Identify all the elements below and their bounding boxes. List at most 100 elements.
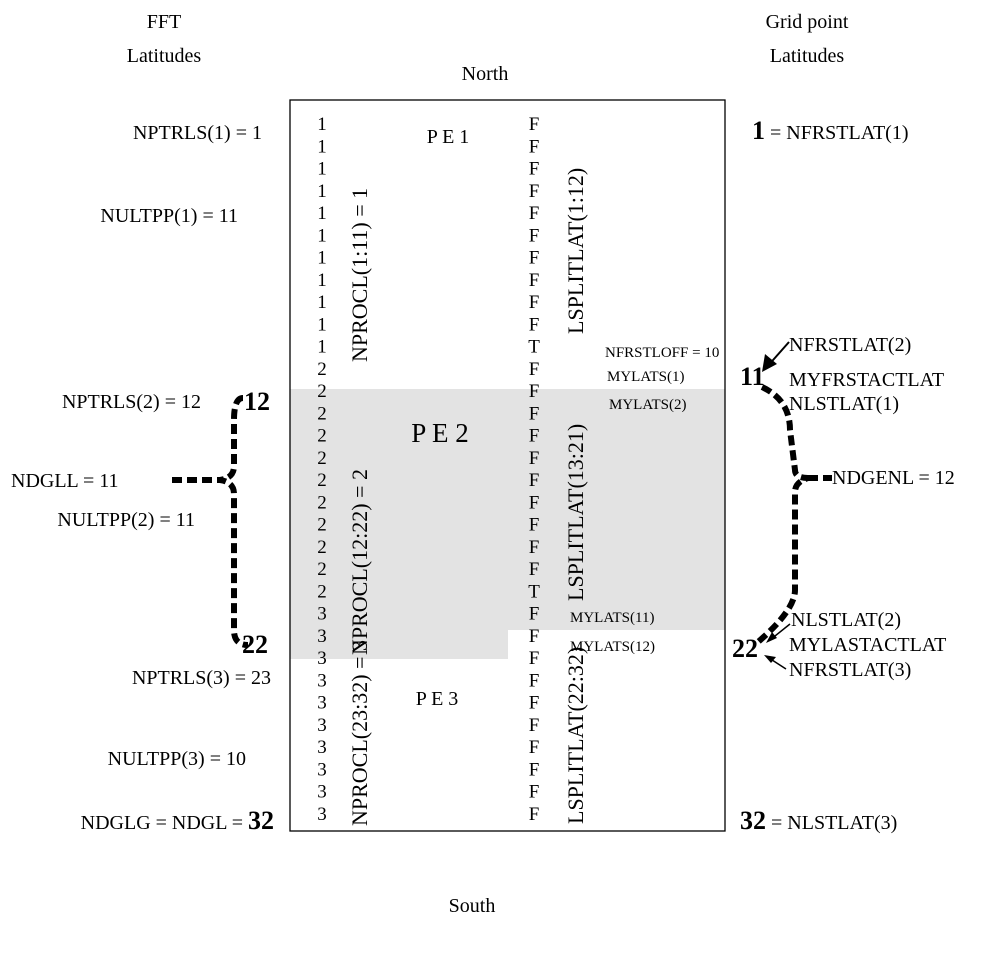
lsplitlat-value: F — [529, 181, 540, 202]
lsplitlat-value: F — [529, 693, 540, 714]
nprocl-value: 2 — [317, 426, 327, 447]
mylats12-label: MYLATS(12) — [570, 639, 655, 655]
lsplitlat-value: F — [529, 114, 540, 135]
lsplitlat-value: F — [529, 648, 540, 669]
lsplitlat-value: F — [529, 225, 540, 246]
nfrstlat3-label: NFRSTLAT(3) — [789, 659, 911, 681]
brace-top-value: 12 — [244, 387, 270, 416]
nprocl-value: 1 — [317, 225, 327, 246]
lsplitlat-value: F — [529, 737, 540, 758]
nptrls1-label: NPTRLS(1) = 1 — [133, 122, 262, 144]
nprocl-value: 1 — [317, 181, 327, 202]
nprocl-value: 3 — [317, 715, 327, 736]
nlstlat1-label: NLSTLAT(1) — [789, 393, 899, 415]
lsplitlat-value: T — [528, 337, 540, 358]
nprocl-value: 2 — [317, 537, 327, 558]
nprocl-label-pe3: NPROCL(23:32) = 3 — [347, 640, 372, 826]
nprocl-value: 2 — [317, 381, 327, 402]
arrow-nfrstlat3 — [764, 655, 787, 670]
mylats11-label: MYLATS(11) — [570, 610, 654, 626]
nprocl-value: 3 — [317, 759, 327, 780]
nprocl-value: 1 — [317, 292, 327, 313]
nprocl-value: 1 — [317, 270, 327, 291]
fft-header-line2: Latitudes — [127, 45, 202, 67]
lsplitlat-label-pe1: LSPLITLAT(1:12) — [563, 168, 588, 334]
nultpp2-label: NULTPP(2) = 11 — [57, 509, 195, 531]
lsplitlat-value: T — [528, 581, 540, 602]
nfrstlat2-label: NFRSTLAT(2) — [789, 334, 911, 356]
nprocl-value: 2 — [317, 581, 327, 602]
ndglg-label: NDGLG = NDGL = 32 — [81, 806, 274, 835]
ndglg-prefix: NDGLG = NDGL = — [81, 812, 248, 834]
lsplitlat-value: F — [529, 381, 540, 402]
nprocl-label-pe2: NPROCL(12:22) = 2 — [347, 469, 372, 655]
lsplitlat-value: F — [529, 159, 540, 180]
nfrstlat1-label: 1 = NFRSTLAT(1) — [752, 116, 909, 145]
lsplitlat-label-pe3: LSPLITLAT(22:32) — [563, 647, 588, 824]
lsplitlat-value: F — [529, 759, 540, 780]
nlstlat2-label: NLSTLAT(2) — [791, 609, 901, 631]
nprocl-value: 2 — [317, 515, 327, 536]
top-latitude-value: 1 — [752, 116, 765, 145]
nprocl-value: 3 — [317, 648, 327, 669]
nprocl-value: 2 — [317, 448, 327, 469]
right-brace — [756, 384, 809, 645]
ndgenl-label: NDGENL = 12 — [832, 467, 955, 489]
mylats1-label: MYLATS(1) — [607, 369, 685, 385]
pe2-label: P E 2 — [411, 418, 469, 448]
nprocl-value: 1 — [317, 314, 327, 335]
pe2-shaded-region — [290, 389, 725, 659]
nprocl-value: 3 — [317, 693, 327, 714]
mylats2-label: MYLATS(2) — [609, 397, 687, 413]
nlstlat3-label: 32 = NLSTLAT(3) — [740, 806, 897, 835]
lsplitlat-value: F — [529, 515, 540, 536]
lsplitlat-value: F — [529, 782, 540, 803]
nprocl-value: 3 — [317, 626, 327, 647]
nprocl-label-pe1: NPROCL(1:11) = 1 — [347, 188, 372, 362]
top-latitude-suffix: = NFRSTLAT(1) — [765, 122, 909, 144]
nultpp1-label: NULTPP(1) = 11 — [100, 205, 238, 227]
lsplitlat-value: F — [529, 670, 540, 691]
lsplitlat-value: F — [529, 292, 540, 313]
lsplitlat-value: F — [529, 715, 540, 736]
nprocl-value: 1 — [317, 337, 327, 358]
lsplitlat-label-pe2: LSPLITLAT(13:21) — [563, 424, 588, 601]
nprocl-value: 3 — [317, 604, 327, 625]
myfrstactlat-label: MYFRSTACTLAT — [789, 369, 944, 391]
nultpp3-label: NULTPP(3) = 10 — [108, 748, 246, 770]
nptrls2-label: NPTRLS(2) = 12 — [62, 391, 201, 413]
lsplitlat-value: F — [529, 537, 540, 558]
lsplitlat-value: F — [529, 314, 540, 335]
nptrls3-label: NPTRLS(3) = 23 — [132, 667, 271, 689]
nprocl-value: 1 — [317, 114, 327, 135]
pe3-label: P E 3 — [416, 688, 459, 710]
fft-header-line1: FFT — [147, 11, 181, 33]
lsplitlat-value: F — [529, 626, 540, 647]
latitude-22-value: 22 — [732, 634, 758, 663]
nfrstloff-label: NFRSTLOFF = 10 — [605, 345, 719, 361]
grid-header-line2: Latitudes — [770, 45, 845, 67]
left-brace — [219, 395, 249, 648]
nprocl-value: 2 — [317, 359, 327, 380]
ndglg-value: 32 — [248, 806, 274, 835]
north-label: North — [462, 63, 509, 85]
nprocl-value: 2 — [317, 492, 327, 513]
lsplitlat-value: F — [529, 559, 540, 580]
latitude-11-value: 11 — [740, 362, 765, 391]
lsplitlat-value: F — [529, 492, 540, 513]
latitude-box — [289, 99, 726, 832]
bottom-latitude-suffix: = NLSTLAT(3) — [766, 812, 897, 834]
lsplitlat-value: F — [529, 604, 540, 625]
nprocl-value: 3 — [317, 782, 327, 803]
lsplitlat-value: F — [529, 470, 540, 491]
nprocl-value: 2 — [317, 403, 327, 424]
nprocl-value: 1 — [317, 203, 327, 224]
nprocl-value: 3 — [317, 804, 327, 825]
mylastactlat-label: MYLASTACTLAT — [789, 634, 946, 656]
lsplitlat-value: F — [529, 448, 540, 469]
arrow-nlstlat2 — [766, 623, 791, 643]
lsplitlat-value: F — [529, 203, 540, 224]
lsplitlat-value: F — [529, 136, 540, 157]
